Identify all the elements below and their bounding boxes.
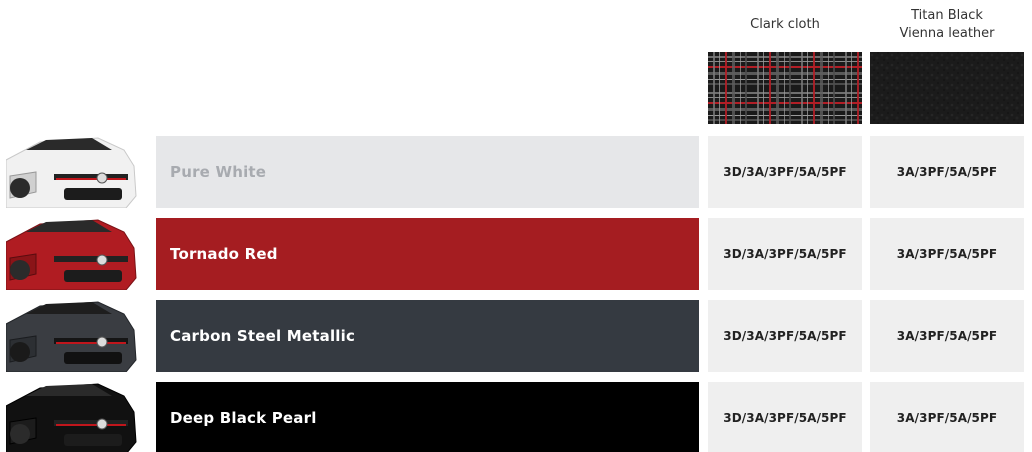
availability-cell: 3D/3A/3PF/5A/5PF: [708, 136, 862, 208]
color-row-pure-white: Pure White 3D/3A/3PF/5A/5PF 3A/3PF/5A/5P…: [0, 136, 1032, 208]
trim-header-vienna-leather: Titan Black Vienna leather: [870, 0, 1024, 50]
trim-header-clark-cloth: Clark cloth: [708, 0, 862, 50]
color-row-deep-black-pearl: Deep Black Pearl 3D/3A/3PF/5A/5PF 3A/3PF…: [0, 382, 1032, 452]
availability-cell: 3A/3PF/5A/5PF: [870, 136, 1024, 208]
availability-cell: 3D/3A/3PF/5A/5PF: [708, 300, 862, 372]
color-name: Carbon Steel Metallic: [170, 327, 356, 345]
color-name: Tornado Red: [170, 245, 278, 263]
color-row-carbon-steel-metallic: Carbon Steel Metallic 3D/3A/3PF/5A/5PF 3…: [0, 300, 1032, 372]
color-block: Tornado Red: [156, 218, 699, 290]
car-image: [6, 382, 146, 452]
plaid-fabric-swatch-icon: [708, 52, 862, 124]
availability-cell: 3D/3A/3PF/5A/5PF: [708, 218, 862, 290]
trim-name: Titan Black Vienna leather: [899, 8, 995, 41]
availability-cell: 3A/3PF/5A/5PF: [870, 382, 1024, 452]
car-image: [6, 300, 146, 372]
black-leather-swatch-icon: [870, 52, 1024, 124]
car-image: [6, 136, 146, 208]
color-row-tornado-red: Tornado Red 3D/3A/3PF/5A/5PF 3A/3PF/5A/5…: [0, 218, 1032, 290]
color-block: Pure White: [156, 136, 699, 208]
color-block: Carbon Steel Metallic: [156, 300, 699, 372]
availability-cell: 3D/3A/3PF/5A/5PF: [708, 382, 862, 452]
car-image: [6, 218, 146, 290]
color-name: Deep Black Pearl: [170, 409, 317, 427]
color-name: Pure White: [170, 163, 267, 181]
availability-cell: 3A/3PF/5A/5PF: [870, 218, 1024, 290]
trim-name: Clark cloth: [750, 17, 820, 32]
color-block: Deep Black Pearl: [156, 382, 699, 452]
availability-cell: 3A/3PF/5A/5PF: [870, 300, 1024, 372]
